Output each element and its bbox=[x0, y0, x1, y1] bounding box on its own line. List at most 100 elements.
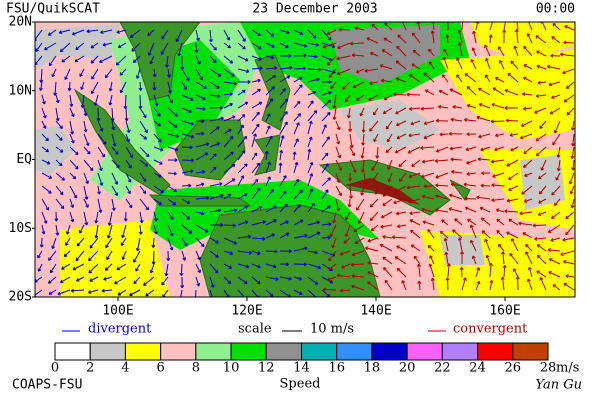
wind-arrow bbox=[153, 211, 158, 222]
color-swatch bbox=[89, 342, 126, 361]
wind-arrow bbox=[435, 146, 449, 153]
wind-arrow bbox=[406, 92, 421, 97]
wind-arrow bbox=[457, 237, 463, 252]
wind-arrow bbox=[69, 159, 79, 170]
wind-arrow bbox=[423, 72, 435, 83]
wind-arrow bbox=[251, 236, 266, 241]
wind-arrow bbox=[395, 77, 407, 83]
wind-arrow bbox=[120, 237, 127, 246]
wind-arrow bbox=[153, 185, 165, 194]
wind-arrow bbox=[265, 233, 275, 239]
wind-arrow bbox=[129, 29, 141, 39]
wind-arrow bbox=[237, 80, 251, 84]
wind-arrow bbox=[86, 29, 99, 34]
wind-arrow bbox=[549, 107, 561, 115]
wind-arrow bbox=[251, 78, 261, 83]
wind-arrow bbox=[552, 133, 561, 146]
wind-arrow bbox=[498, 243, 505, 252]
wind-arrow bbox=[537, 254, 547, 265]
wind-arrow bbox=[321, 90, 332, 96]
color-swatch bbox=[54, 342, 91, 361]
wind-arrow bbox=[181, 250, 187, 261]
wind-arrow bbox=[347, 198, 352, 208]
wind-arrow bbox=[161, 29, 169, 40]
wind-arrow bbox=[445, 277, 450, 291]
wind-arrow bbox=[209, 263, 219, 274]
wind-arrow bbox=[251, 29, 261, 36]
wind-arrow bbox=[265, 249, 278, 254]
wind-arrow bbox=[104, 68, 113, 79]
wind-arrow bbox=[115, 55, 127, 66]
wind-arrow bbox=[434, 208, 449, 213]
wind-arrow bbox=[321, 276, 334, 284]
colorbar-unit: m/s bbox=[556, 361, 579, 376]
header-center: 23 December 2003 bbox=[252, 2, 377, 17]
wind-arrow bbox=[373, 107, 379, 116]
wind-arrow bbox=[420, 146, 435, 150]
wind-arrow bbox=[55, 172, 65, 181]
wind-arrow bbox=[223, 151, 234, 161]
wind-arrow bbox=[223, 81, 237, 86]
wind-arrow bbox=[307, 161, 314, 174]
wind-arrow bbox=[293, 276, 303, 281]
wind-arrow bbox=[471, 47, 477, 57]
wind-arrow bbox=[366, 37, 379, 44]
wind-arrow bbox=[167, 107, 178, 117]
wind-arrow bbox=[534, 107, 547, 114]
wind-arrow bbox=[519, 211, 533, 216]
wind-arrow bbox=[265, 219, 277, 226]
wind-arrow bbox=[181, 224, 193, 234]
wind-arrow bbox=[279, 220, 289, 226]
wind-arrow bbox=[513, 268, 519, 278]
wind-arrow bbox=[63, 250, 71, 258]
wind-arrow bbox=[41, 185, 52, 194]
wind-arrow bbox=[515, 276, 520, 291]
wind-arrow bbox=[348, 120, 353, 132]
wind-arrow bbox=[80, 81, 85, 91]
wind-arrow bbox=[223, 250, 234, 256]
wind-arrow bbox=[361, 133, 366, 146]
wind-arrow bbox=[469, 224, 477, 239]
wind-arrow bbox=[251, 178, 259, 187]
wind-arrow bbox=[321, 124, 327, 135]
wind-arrow bbox=[209, 182, 223, 187]
wind-arrow bbox=[335, 185, 342, 197]
wind-arrow bbox=[135, 263, 141, 272]
wind-arrow bbox=[166, 250, 171, 262]
wind-arrow bbox=[421, 194, 435, 200]
wind-arrow bbox=[475, 280, 481, 291]
wind-arrow bbox=[492, 172, 505, 178]
wind-arrow bbox=[237, 250, 252, 255]
wind-arrow bbox=[307, 148, 312, 161]
wind-arrow bbox=[279, 88, 286, 96]
wind-arrow bbox=[550, 53, 561, 58]
wind-arrow bbox=[471, 255, 477, 265]
wind-arrow bbox=[209, 208, 222, 213]
wind-arrow bbox=[307, 110, 318, 122]
wind-arrow bbox=[351, 284, 365, 291]
wind-arrow bbox=[563, 94, 575, 103]
wind-arrow bbox=[37, 263, 43, 272]
wind-arrow bbox=[394, 185, 407, 193]
wind-arrow bbox=[466, 86, 477, 96]
wind-arrow bbox=[367, 261, 379, 265]
wind-arrow bbox=[153, 146, 164, 152]
wind-arrow bbox=[417, 280, 422, 291]
wind-arrow bbox=[223, 193, 232, 200]
wind-arrow bbox=[466, 171, 477, 176]
wind-arrow bbox=[307, 67, 322, 72]
wind-arrow bbox=[55, 107, 60, 122]
wind-arrow bbox=[107, 211, 113, 226]
wind-arrow bbox=[379, 243, 393, 252]
wind-arrow bbox=[195, 81, 207, 89]
wind-arrow bbox=[569, 185, 575, 195]
wind-arrow bbox=[443, 237, 449, 252]
wind-arrow bbox=[332, 211, 337, 224]
wind-arrow bbox=[279, 203, 288, 213]
wind-arrow bbox=[491, 198, 505, 203]
wind-arrow bbox=[209, 276, 215, 288]
wind-arrow bbox=[41, 159, 51, 165]
wind-arrow bbox=[123, 211, 128, 222]
wind-arrow bbox=[223, 178, 236, 187]
wind-arrow bbox=[265, 135, 273, 148]
